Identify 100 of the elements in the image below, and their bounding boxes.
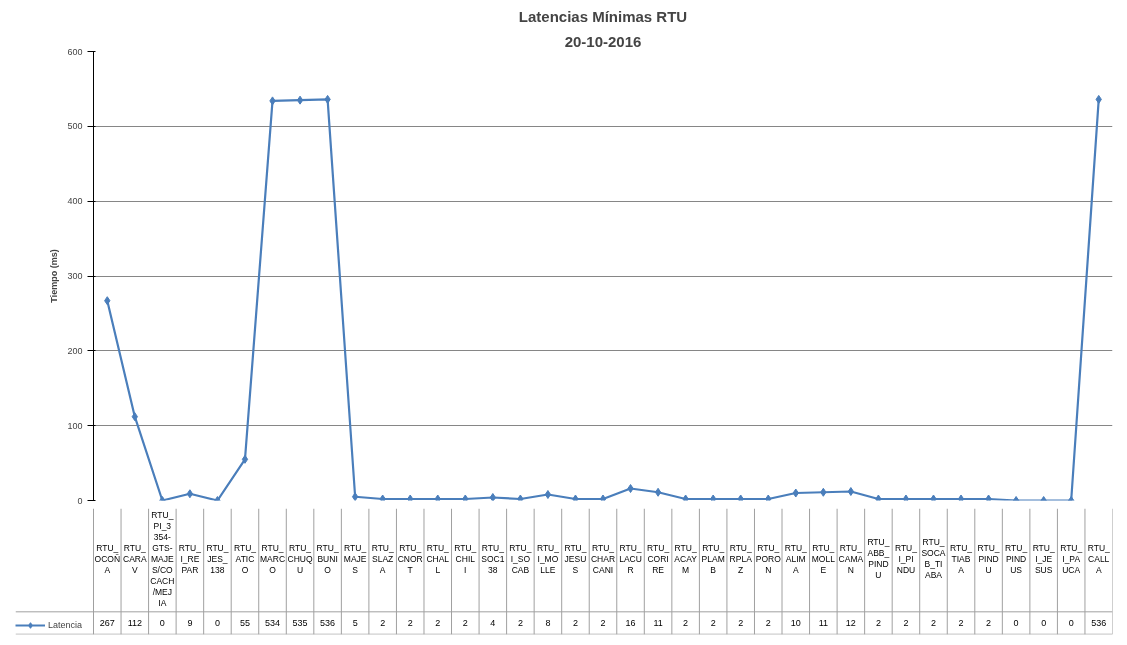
x-tick-label: RTU_PORON (755, 542, 782, 575)
x-tick-label: RTU_OCOÑA (94, 542, 121, 575)
point (902, 494, 910, 501)
x-tick-label: RTU_I_PINDU (894, 542, 918, 575)
data-label: 535 (292, 618, 308, 629)
point (710, 494, 717, 501)
x-tick-label: RTU_CALLA (1087, 542, 1111, 575)
category-label: RTU_PI_3354-GTS-MAJES/COCACH/MEJIA (150, 509, 175, 608)
x-tick-label: RTU_I_SOCAB (509, 542, 532, 575)
point (847, 487, 855, 497)
x-tick-label: RTU_CARAV (123, 542, 147, 575)
point (820, 487, 827, 497)
x-tick-label: RTU_SOC138 (481, 542, 505, 575)
data-label: 5 (352, 618, 358, 629)
point (379, 494, 386, 501)
data-label: 112 (127, 618, 142, 629)
x-tick-label: RTU_CHILI (454, 542, 477, 575)
data-label: 2 (572, 618, 578, 629)
data-label: 8 (545, 618, 551, 629)
x-tick-label: RTU_MARCO (260, 542, 286, 575)
point (104, 296, 111, 306)
x-tick-label: RTU_MAJES (343, 542, 367, 575)
point (737, 494, 744, 501)
point (985, 494, 992, 501)
y-axis-title: Tiempo (ms) (49, 249, 60, 303)
y-tick-label: 600 (67, 46, 83, 57)
x-tick-label: RTU_ATICO (233, 542, 257, 575)
x-tick-label: RTU_CHARCANI (590, 542, 616, 575)
point (517, 494, 524, 501)
data-label: 16 (625, 618, 636, 629)
point (351, 492, 359, 501)
x-tick-label: RTU_SLAZA (371, 542, 394, 575)
data-label: 536 (1091, 618, 1107, 629)
point (131, 412, 138, 422)
data-label: 2 (930, 618, 936, 629)
x-tick-label: RTU_TIABA (950, 542, 973, 575)
data-label: 11 (653, 618, 663, 629)
data-label: 2 (683, 618, 689, 629)
point (572, 494, 579, 501)
x-tick-label: RTU_RPLAZ (729, 542, 753, 575)
x-tick-label: RTU_CORIRE (647, 542, 670, 575)
data-label: 2 (875, 618, 881, 629)
data-label: 12 (845, 618, 856, 629)
data-label: 536 (320, 618, 336, 629)
data-label: 2 (986, 618, 992, 629)
data-label: 2 (765, 618, 771, 629)
point (765, 494, 772, 501)
y-tick-label: 400 (67, 196, 83, 207)
x-tick-label: RTU_PINDU (977, 542, 1000, 575)
x-tick-label: RTU_PLAMB (701, 542, 725, 575)
y-tick-label: 0 (77, 495, 83, 506)
point (544, 490, 552, 500)
point (682, 494, 689, 501)
point (599, 494, 607, 501)
point (434, 494, 441, 501)
point (930, 494, 937, 501)
y-tick-label: 200 (67, 345, 83, 356)
data-label: 0 (214, 618, 220, 629)
x-tick-label: RTU_BUNIO (316, 542, 339, 575)
data-label: 0 (1068, 618, 1074, 629)
point (407, 494, 414, 501)
data-label: 9 (187, 618, 193, 629)
data-label: 2 (435, 618, 441, 629)
point (269, 96, 276, 106)
point (489, 493, 496, 501)
data-label: 2 (738, 618, 744, 629)
x-tick-label: RTU_CNORT (397, 542, 423, 575)
data-label: 4 (490, 618, 496, 629)
data-label: 2 (462, 618, 468, 629)
y-tick-label: 500 (67, 121, 83, 132)
x-tick-label: RTU_MOLLE (811, 542, 836, 575)
x-tick-label: RTU_I_MOLLE (536, 542, 560, 575)
x-tick-label: RTU_JES_138 (206, 542, 229, 575)
data-label: 2 (710, 618, 716, 629)
point (462, 494, 469, 501)
point (957, 494, 965, 501)
data-label: 0 (159, 618, 165, 629)
point (627, 484, 634, 494)
point (296, 95, 304, 105)
x-tick-label: RTU_I_PAUCA (1060, 542, 1083, 575)
x-tick-label: RTU_JESUS (564, 542, 587, 575)
x-tick-label: RTU_I_JESUS (1032, 542, 1055, 575)
data-label: 534 (265, 618, 281, 629)
data-label: 0 (1013, 618, 1019, 629)
data-label: 55 (239, 618, 250, 629)
x-tick-label: RTU_CAMAN (838, 542, 864, 575)
x-tick-label: RTU_LACUR (619, 542, 642, 575)
x-tick-label: RTU_ACAYM (674, 542, 698, 575)
y-tick-label: 300 (67, 271, 83, 281)
point (654, 487, 662, 497)
y-tick-label: 100 (67, 420, 83, 431)
data-label: 2 (380, 618, 386, 629)
data-label: 11 (818, 618, 828, 629)
point (792, 488, 799, 498)
point (875, 494, 882, 501)
legend-label: Latencia (48, 620, 83, 630)
x-tick-label: RTU_ALIMA (784, 542, 808, 575)
chart-title: Latencias Mínimas RTU (518, 7, 688, 25)
x-tick-label: RTU_ABB_PINDU (867, 537, 890, 581)
data-label: 2 (407, 618, 413, 629)
